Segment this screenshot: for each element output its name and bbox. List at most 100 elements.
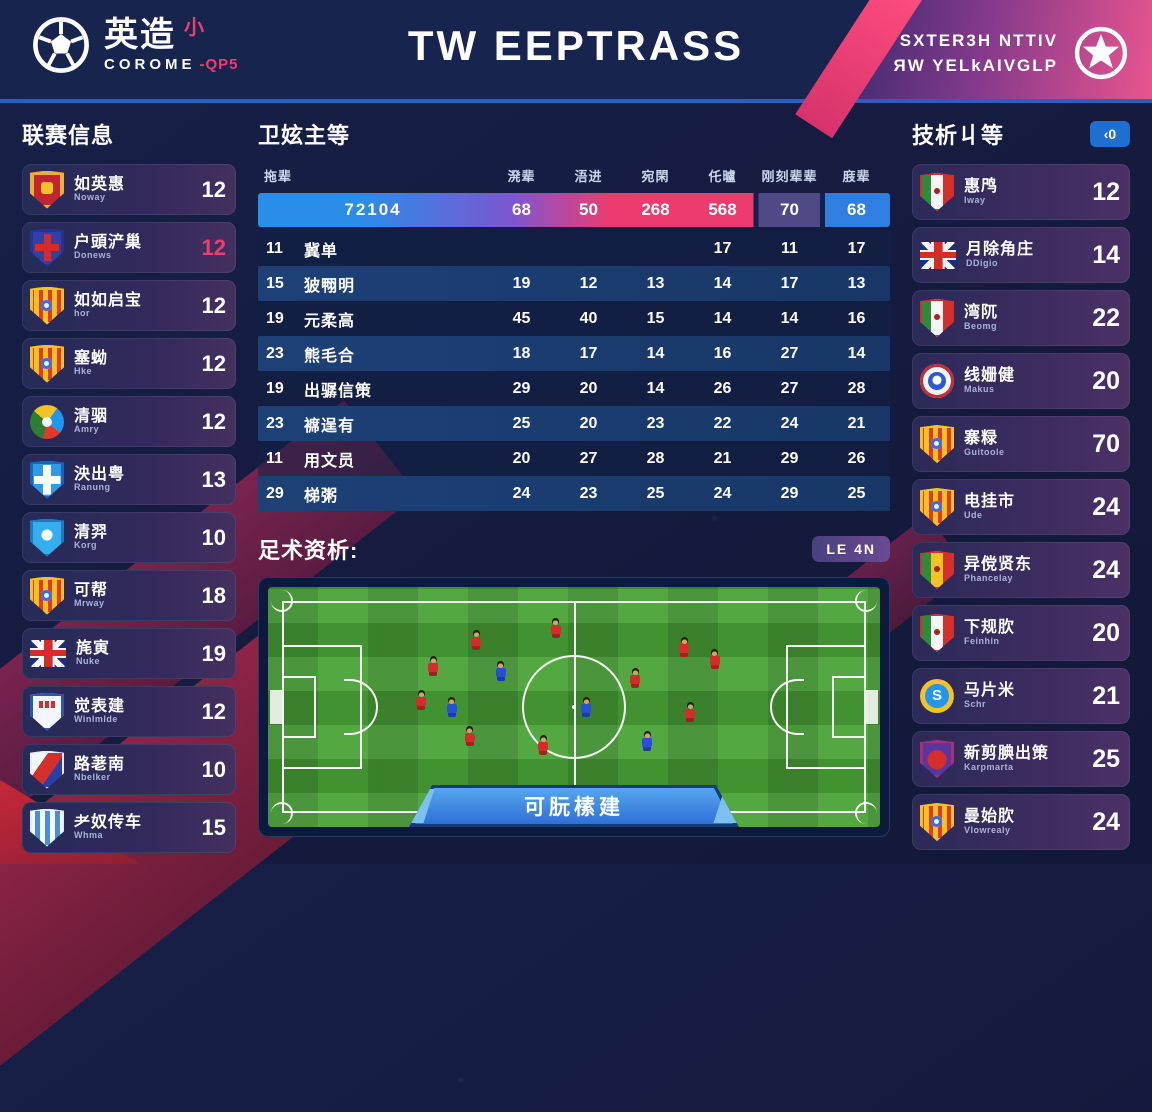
team-value: 24: [1092, 492, 1120, 521]
table-cell: 25: [847, 484, 866, 502]
highlight-row-cell: 268: [641, 200, 670, 219]
pitch-goal-area-right: [832, 675, 866, 739]
table-cell: 29: [512, 379, 531, 397]
team-value: 13: [201, 466, 226, 492]
table-cell: 29: [780, 449, 799, 467]
team-meta: 线姗健 Makus: [964, 367, 1082, 394]
pitch-frame: 可䏓榡建: [258, 577, 890, 837]
team-row[interactable]: 线姗健 Makus 20: [912, 353, 1130, 409]
team-value: 10: [201, 756, 226, 782]
team-row[interactable]: 新剪腆出策 Karpmarta 25: [912, 731, 1130, 787]
table-row[interactable]: 23 褯逞有 25 20 23 22 24 21: [258, 406, 890, 441]
team-name: 可帮: [74, 581, 109, 599]
team-row[interactable]: 月除角庄 DDigio 14: [912, 227, 1130, 283]
table-cell: 21: [847, 414, 866, 432]
table-cell: 14: [847, 344, 866, 362]
table-cell: 17: [847, 239, 866, 257]
team-row[interactable]: 路荖南 Nbelker 10: [22, 744, 236, 795]
table-row[interactable]: 23 熊毛合 18 17 14 16 27 14: [258, 336, 890, 371]
team-name: 惠鸤: [964, 178, 999, 196]
team-value: 14: [1092, 240, 1120, 269]
team-meta: 湾阢 Beomg: [964, 304, 1082, 331]
team-name: 湾阢: [964, 304, 999, 322]
team-meta: 电挂市 Ude: [964, 493, 1082, 520]
team-name: 清羿: [74, 523, 109, 541]
pitch-goal-left: [270, 690, 282, 724]
team-name: 电挂市: [964, 493, 1016, 511]
table-cell: 24: [713, 484, 732, 502]
team-row[interactable]: 耂奴传车 Whma 15: [22, 802, 236, 853]
app-logo[interactable]: 英造小 COROME -QP5: [30, 14, 239, 76]
row-name: 出骣信策: [304, 382, 373, 400]
table-cell: 27: [780, 379, 799, 397]
team-row[interactable]: 曼始肷 Vlowrealy 24: [912, 794, 1130, 850]
table-row[interactable]: 15 狓翈明 19 12 13 14 17 13: [258, 266, 890, 301]
team-badge-icon: [30, 286, 64, 325]
team-name: 旄寅: [76, 639, 111, 657]
team-badge-icon: [30, 518, 64, 557]
team-value: 20: [1092, 618, 1120, 647]
table-cell: 20: [579, 414, 598, 432]
team-row[interactable]: 异傥贤东 Phancelay 24: [912, 542, 1130, 598]
team-badge-icon: [30, 692, 64, 731]
table-cell: 28: [646, 449, 665, 467]
team-name: 泱出粤: [74, 465, 126, 483]
team-row[interactable]: 湾阢 Beomg 22: [912, 290, 1130, 346]
pitch-banner-button[interactable]: 可䏓榡建: [409, 785, 739, 827]
collapse-button[interactable]: ‹0: [1090, 121, 1130, 147]
league-sidebar: 联赛信息 如英惠 Noway 12 户頭浐巢 Donews 12 如如启宝 ho…: [22, 118, 236, 860]
team-row[interactable]: 如如启宝 hor 12: [22, 280, 236, 331]
team-name: 户頭浐巢: [74, 233, 143, 251]
team-row[interactable]: 电挂市 Ude 24: [912, 479, 1130, 535]
highlight-row-cell: 68: [512, 200, 531, 219]
pitch-badge-button[interactable]: LE 4N: [812, 536, 890, 562]
team-row[interactable]: 觉表建 Winlmlde 12: [22, 686, 236, 737]
column-header: 拖辈: [264, 169, 293, 184]
table-highlight-row[interactable]: 72104 68 50 268 568 70 68: [258, 193, 890, 227]
team-row[interactable]: 寨粶 Guitoole 70: [912, 416, 1130, 472]
team-row[interactable]: 马片米 Schr 21: [912, 668, 1130, 724]
team-row[interactable]: 下规肷 Feinhin 20: [912, 605, 1130, 661]
team-subtitle: Hke: [74, 366, 93, 377]
team-subtitle: Makus: [964, 383, 995, 394]
team-meta: 月除角庄 DDigio: [966, 241, 1082, 268]
table-cell: 12: [579, 274, 598, 292]
team-row[interactable]: 旄寅 Nuke 19: [22, 628, 236, 679]
team-row[interactable]: 惠鸤 Iway 12: [912, 164, 1130, 220]
team-badge-icon: [30, 460, 64, 499]
league-team-list: 如英惠 Noway 12 户頭浐巢 Donews 12 如如启宝 hor 12 …: [22, 164, 236, 860]
team-row[interactable]: 清骃 Amry 12: [22, 396, 236, 447]
team-row[interactable]: 户頭浐巢 Donews 12: [22, 222, 236, 273]
table-row[interactable]: 11 冀单 17 11 17: [258, 231, 890, 266]
team-meta: 清羿 Korg: [74, 524, 192, 551]
pitch-center-spot: [572, 705, 576, 709]
player-red: [684, 701, 696, 722]
table-cell: 28: [847, 379, 866, 397]
table-cell: 25: [512, 414, 531, 432]
table-cell: 16: [713, 344, 732, 362]
table-row[interactable]: 19 元柔高 45 40 15 14 14 16: [258, 301, 890, 336]
table-row[interactable]: 19 出骣信策 29 20 14 26 27 28: [258, 371, 890, 406]
team-name: 马片米: [964, 682, 1016, 700]
table-cell: 23: [646, 414, 665, 432]
highlight-row-cell: 70: [780, 200, 799, 219]
team-subtitle: Winlmlde: [74, 714, 118, 725]
team-row[interactable]: 可帮 Mrway 18: [22, 570, 236, 621]
table-row[interactable]: 29 梯粥 24 23 25 24 29 25: [258, 476, 890, 511]
team-row[interactable]: 如英惠 Noway 12: [22, 164, 236, 215]
team-row[interactable]: 泱出粤 Ranung 13: [22, 454, 236, 505]
pitch-section-header: 足术资析: LE 4N: [258, 533, 890, 565]
row-rank: 11: [266, 239, 283, 257]
team-name: 觉表建: [74, 697, 126, 715]
football-pitch: 可䏓榡建: [268, 587, 880, 827]
team-badge-icon: [30, 170, 64, 209]
team-row[interactable]: 清羿 Korg 10: [22, 512, 236, 563]
table-row[interactable]: 11 用文员 20 27 28 21 29 26: [258, 441, 890, 476]
table-cell: 13: [646, 274, 665, 292]
team-subtitle: Guitoole: [964, 446, 1005, 457]
table-title: 卫妶主等: [258, 123, 351, 148]
team-row[interactable]: 塞蚴 Hke 12: [22, 338, 236, 389]
team-subtitle: Phancelay: [964, 572, 1014, 583]
team-meta: 寨粶 Guitoole: [964, 430, 1082, 457]
team-value: 15: [201, 814, 226, 840]
